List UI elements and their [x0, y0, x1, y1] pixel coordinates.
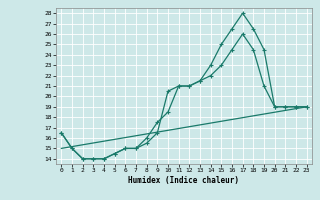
X-axis label: Humidex (Indice chaleur): Humidex (Indice chaleur)	[129, 176, 239, 185]
